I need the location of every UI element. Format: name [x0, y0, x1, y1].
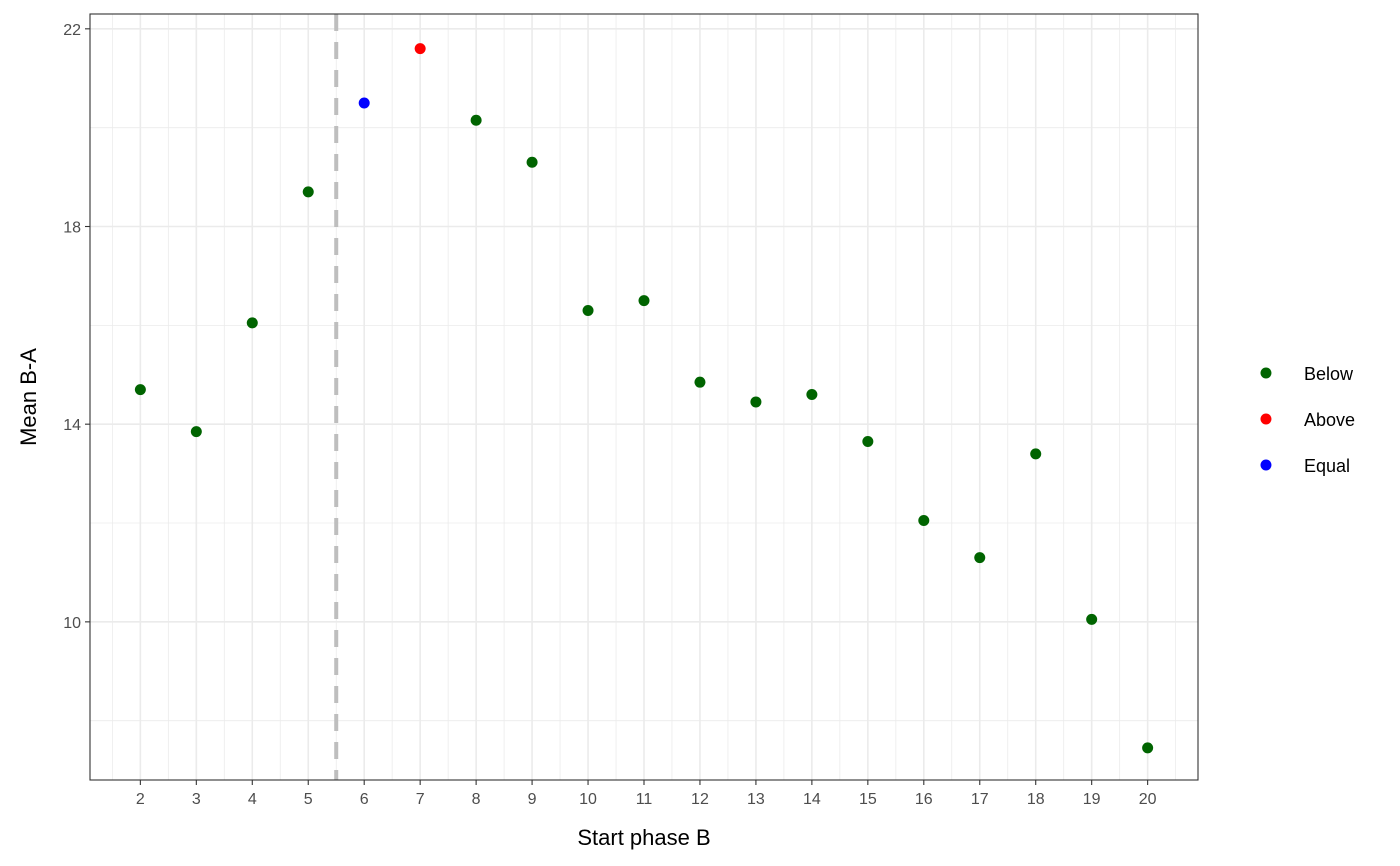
- legend-key-below: [1260, 367, 1272, 379]
- data-point-below: [190, 426, 202, 438]
- y-axis-title: Mean B-A: [16, 348, 41, 446]
- data-point-below: [526, 156, 538, 168]
- legend-label-equal: Equal: [1304, 456, 1350, 476]
- x-tick-label: 19: [1083, 791, 1101, 808]
- y-tick-label: 18: [63, 220, 81, 237]
- x-tick-label: 10: [579, 791, 597, 808]
- x-tick-label: 15: [859, 791, 877, 808]
- y-tick-label: 22: [63, 22, 81, 39]
- x-tick-label: 14: [803, 791, 821, 808]
- y-axis-ticks: 10 14 18 22: [63, 22, 90, 632]
- x-tick-label: 7: [416, 791, 425, 808]
- x-tick-label: 2: [136, 791, 145, 808]
- data-point-below: [694, 376, 706, 388]
- x-tick-label: 9: [528, 791, 537, 808]
- x-tick-label: 4: [248, 791, 257, 808]
- x-tick-label: 17: [971, 791, 989, 808]
- x-tick-label: 12: [691, 791, 709, 808]
- x-tick-label: 6: [360, 791, 369, 808]
- y-tick-label: 14: [63, 417, 81, 434]
- x-axis-ticks: 2 3 4 5 6 7 8 9 10 11 12 13 14 15 16 17 18 19 20: [136, 780, 1157, 808]
- data-points: [134, 43, 1154, 754]
- data-point-below: [470, 114, 482, 126]
- data-point-below: [806, 389, 818, 401]
- x-tick-label: 18: [1027, 791, 1045, 808]
- data-point-below: [302, 186, 314, 198]
- data-point-below: [134, 384, 146, 396]
- legend-label-above: Above: [1304, 410, 1355, 430]
- data-point-below: [974, 552, 986, 564]
- data-point-below: [1030, 448, 1042, 460]
- data-point-below: [638, 295, 650, 307]
- x-tick-label: 20: [1139, 791, 1157, 808]
- x-tick-label: 16: [915, 791, 933, 808]
- legend-key-equal: [1260, 459, 1272, 471]
- x-tick-label: 13: [747, 791, 765, 808]
- data-point-equal: [358, 97, 370, 109]
- data-point-below: [246, 317, 258, 329]
- legend-key-above: [1260, 413, 1272, 425]
- data-point-below: [750, 396, 762, 408]
- x-tick-label: 3: [192, 791, 201, 808]
- y-tick-label: 10: [63, 615, 81, 632]
- grid-major: [90, 14, 1198, 780]
- data-point-below: [918, 515, 930, 527]
- data-point-below: [582, 305, 594, 317]
- x-tick-label: 11: [636, 791, 653, 808]
- data-point-below: [1142, 742, 1154, 754]
- data-point-below: [862, 435, 874, 447]
- x-tick-label: 5: [304, 791, 313, 808]
- data-point-below: [1086, 613, 1098, 625]
- x-axis-title: Start phase B: [577, 825, 710, 850]
- data-point-above: [414, 43, 426, 55]
- x-tick-label: 8: [472, 791, 481, 808]
- legend: Below Above Equal: [1260, 364, 1355, 476]
- legend-label-below: Below: [1304, 364, 1354, 384]
